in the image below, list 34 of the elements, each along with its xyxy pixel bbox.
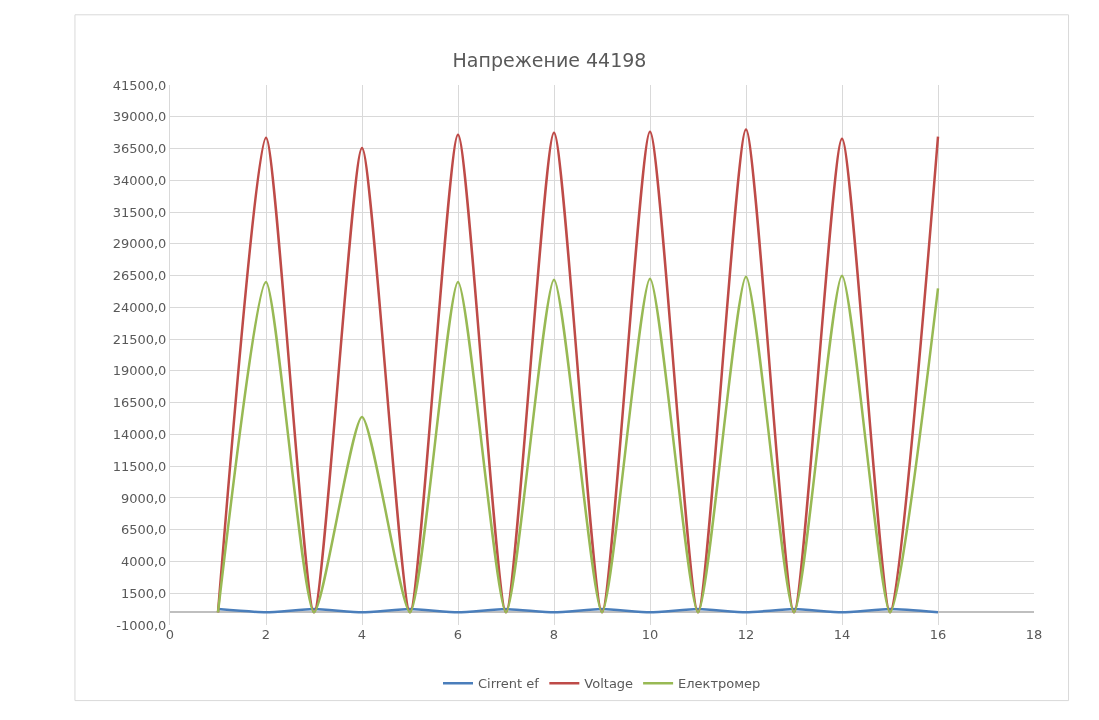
chart-title: Напрежение 44198 [452, 49, 647, 72]
x-tick-label: 12 [737, 627, 755, 642]
y-tick-label: 36500,0 [112, 141, 167, 157]
y-tick-label: 34000,0 [112, 172, 167, 188]
x-tick-label: 2 [261, 627, 271, 642]
y-tick-label: 4000,0 [120, 554, 167, 570]
x-tick-label: 14 [833, 627, 851, 642]
y-tick-label: 16500,0 [112, 395, 167, 411]
y-tick-label: 29000,0 [112, 236, 167, 252]
x-tick-label: 6 [453, 627, 463, 642]
y-tick-label: 31500,0 [112, 204, 167, 220]
legend-label: Voltage [584, 676, 634, 692]
legend-label: Електромер [678, 676, 761, 692]
y-tick-label: 39000,0 [112, 109, 167, 125]
x-tick-label: 16 [929, 627, 947, 642]
y-tick-label: 24000,0 [112, 299, 167, 315]
x-tick-label: 4 [357, 627, 367, 642]
line-series [216, 128, 940, 614]
y-tick-label: 41500,0 [112, 77, 167, 93]
y-tick-label: 21500,0 [112, 331, 167, 347]
y-tick-label: 1500,0 [120, 585, 167, 601]
y-tick-label: 14000,0 [112, 426, 167, 442]
y-tick-label: 6500,0 [120, 522, 167, 538]
y-tick-label: 19000,0 [112, 363, 167, 379]
x-tick-label: 8 [549, 627, 559, 642]
line-series [216, 274, 940, 614]
y-tick-label: 26500,0 [112, 268, 167, 284]
legend-label: Cirrent ef [478, 676, 540, 692]
x-tick-label: 10 [641, 627, 659, 642]
y-tick-label: 11500,0 [112, 458, 167, 474]
y-tick-label: 9000,0 [120, 490, 167, 506]
x-tick-label: 18 [1025, 627, 1043, 642]
y-tick-label: -1000,0 [116, 617, 167, 633]
x-tick-label: 0 [165, 627, 175, 642]
